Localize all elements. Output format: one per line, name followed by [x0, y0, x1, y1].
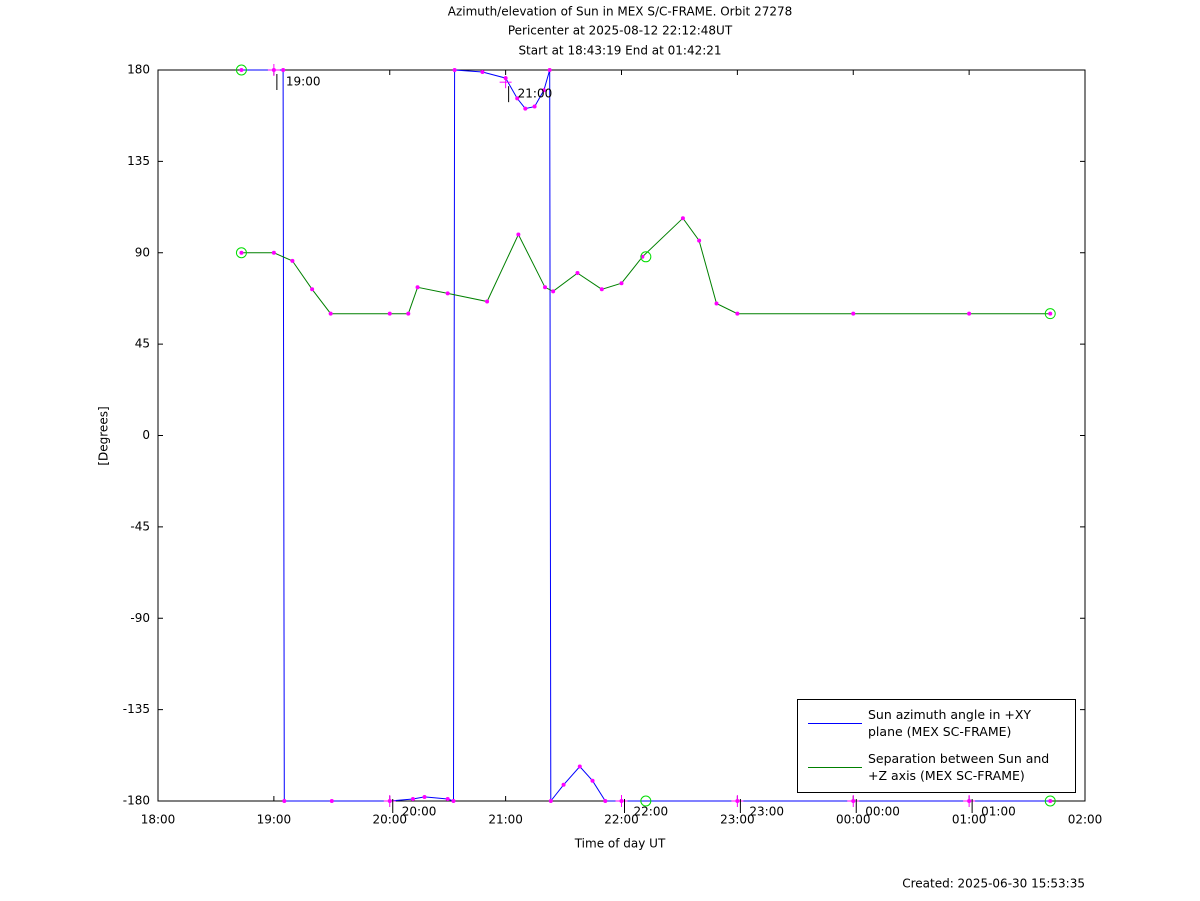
y-tick-label: -45: [130, 519, 150, 533]
data-point: [735, 311, 740, 316]
data-point: [282, 799, 287, 803]
data-point: [406, 311, 411, 316]
x-tick-label: 22:00: [604, 813, 639, 827]
y-tick-label: 45: [135, 337, 150, 351]
x-tick-label: 19:00: [257, 813, 292, 827]
endpoint-marker: [235, 64, 247, 76]
data-point: [310, 287, 315, 292]
x-tick-label: 18:00: [141, 813, 176, 827]
legend-label: Sun azimuth angle in +XY plane (MEX SC-F…: [868, 707, 1032, 739]
legend-swatch: [808, 767, 862, 768]
data-point: [290, 258, 295, 263]
y-axis-label: [Degrees]: [97, 406, 111, 465]
footer: Created: 2025-06-30 15:53:35: [902, 877, 1085, 891]
legend: Sun azimuth angle in +XY plane (MEX SC-F…: [797, 699, 1076, 793]
chart-subtitle: Start at 18:43:19 End at 01:42:21: [518, 44, 721, 58]
annotation: 19:00: [286, 75, 321, 89]
data-point: [619, 281, 624, 286]
data-point: [239, 250, 244, 255]
data-point: [1048, 311, 1053, 316]
x-tick-label: 02:00: [1068, 813, 1103, 827]
series-line: [241, 217, 1051, 315]
legend-item: Sun azimuth angle in +XY plane (MEX SC-F…: [798, 706, 1075, 742]
data-point: [451, 799, 456, 803]
data-point: [239, 68, 244, 72]
data-point: [603, 799, 608, 803]
x-axis-label: Time of day UT: [574, 837, 666, 851]
data-point: [575, 271, 580, 276]
data-point: [1048, 799, 1053, 803]
y-tick-label: 0: [142, 428, 150, 442]
data-point: [547, 68, 552, 72]
data-point: [422, 794, 427, 799]
endpoint-marker: [1044, 308, 1056, 320]
data-point: [415, 285, 420, 290]
y-tick-label: -180: [123, 794, 150, 808]
annotation: 20:00: [402, 805, 437, 819]
data-point: [561, 782, 566, 787]
data-point: [271, 250, 276, 255]
data-point: [543, 285, 548, 290]
data-point: [714, 301, 719, 306]
y-tick-label: -135: [123, 702, 150, 716]
data-point: [445, 291, 450, 296]
data-point: [516, 232, 521, 237]
x-tick-label: 21:00: [488, 813, 523, 827]
data-point: [697, 238, 702, 243]
data-point: [680, 216, 685, 221]
endpoint-marker: [235, 247, 247, 259]
data-point: [452, 68, 457, 72]
data-point: [328, 311, 333, 316]
data-point: [281, 68, 286, 72]
data-point: [515, 96, 520, 101]
annotation: 21:00: [518, 87, 553, 101]
data-point: [410, 796, 415, 801]
x-tick-label: 20:00: [372, 813, 407, 827]
x-tick-label: 01:00: [952, 813, 987, 827]
annotation: 23:00: [749, 805, 784, 819]
data-point: [551, 289, 556, 294]
y-tick-label: 180: [127, 63, 150, 77]
data-point: [577, 764, 582, 769]
pericenter-marker: [640, 795, 652, 807]
legend-item: Separation between Sun and +Z axis (MEX …: [798, 750, 1075, 786]
data-point: [599, 287, 604, 292]
annotation: 00:00: [865, 805, 900, 819]
legend-label: Separation between Sun and +Z axis (MEX …: [868, 751, 1050, 783]
data-point: [329, 799, 334, 803]
data-point: [541, 88, 546, 93]
data-point: [387, 311, 392, 316]
y-tick-label: -90: [130, 611, 150, 625]
data-point: [851, 311, 856, 316]
data-point: [967, 311, 972, 316]
x-tick-label: 00:00: [836, 813, 871, 827]
chart-subtitle: Pericenter at 2025-08-12 22:12:48UT: [508, 24, 733, 38]
annotation: 01:00: [981, 805, 1016, 819]
data-point: [480, 70, 485, 75]
chart-title: Azimuth/elevation of Sun in MEX S/C-FRAM…: [448, 5, 793, 19]
legend-swatch: [808, 723, 862, 724]
data-point: [485, 299, 490, 304]
annotation: 22:00: [634, 805, 669, 819]
data-point: [532, 104, 537, 109]
data-point: [548, 799, 553, 803]
data-point: [523, 106, 528, 111]
pericenter-marker: [640, 251, 652, 263]
y-tick-label: 90: [135, 245, 150, 259]
endpoint-marker: [1044, 795, 1056, 807]
data-point: [445, 796, 450, 801]
y-tick-label: 135: [127, 154, 150, 168]
plot-frame: [157, 69, 1086, 802]
series-line: [241, 69, 1051, 803]
data-point: [590, 778, 595, 783]
x-tick-label: 23:00: [720, 813, 755, 827]
